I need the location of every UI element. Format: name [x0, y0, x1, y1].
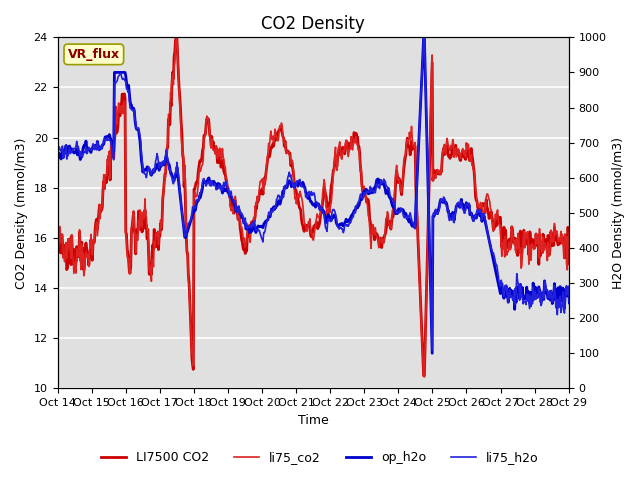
Legend: LI7500 CO2, li75_co2, op_h2o, li75_h2o: LI7500 CO2, li75_co2, op_h2o, li75_h2o — [96, 446, 544, 469]
op_h2o — [118, 70, 125, 75]
LI7500 CO2 — [387, 226, 395, 232]
op_h2o — [54, 156, 61, 161]
LI7500 CO2 — [172, 35, 180, 40]
Y-axis label: CO2 Density (mmol/m3): CO2 Density (mmol/m3) — [15, 137, 28, 288]
LI7500 CO2 — [118, 101, 125, 107]
Y-axis label: H2O Density (mmol/m3): H2O Density (mmol/m3) — [612, 137, 625, 289]
li75_h2o — [245, 223, 253, 229]
li75_h2o — [428, 348, 436, 353]
LI7500 CO2 — [266, 151, 274, 156]
Text: VR_flux: VR_flux — [68, 48, 120, 61]
LI7500 CO2 — [246, 223, 253, 229]
op_h2o — [218, 187, 225, 192]
Line: li75_co2: li75_co2 — [58, 39, 603, 377]
X-axis label: Time: Time — [298, 414, 328, 427]
LI7500 CO2 — [420, 373, 428, 379]
Line: li75_h2o: li75_h2o — [58, 38, 603, 350]
li75_h2o — [118, 73, 125, 79]
op_h2o — [420, 35, 428, 40]
li75_co2 — [172, 36, 180, 42]
li75_h2o — [218, 183, 225, 189]
op_h2o — [428, 350, 436, 356]
op_h2o — [387, 195, 394, 201]
li75_co2 — [246, 225, 253, 231]
li75_h2o — [266, 210, 273, 216]
li75_co2 — [420, 374, 428, 380]
op_h2o — [417, 96, 425, 101]
op_h2o — [266, 213, 273, 218]
li75_h2o — [420, 35, 428, 41]
li75_co2 — [418, 329, 426, 335]
op_h2o — [599, 282, 607, 288]
LI7500 CO2 — [219, 157, 227, 163]
Title: CO2 Density: CO2 Density — [261, 15, 365, 33]
li75_co2 — [387, 226, 395, 232]
li75_co2 — [599, 260, 607, 266]
Line: LI7500 CO2: LI7500 CO2 — [58, 37, 603, 376]
op_h2o — [245, 226, 253, 232]
LI7500 CO2 — [54, 242, 61, 248]
li75_co2 — [118, 110, 125, 116]
li75_h2o — [417, 94, 425, 100]
li75_co2 — [266, 136, 274, 142]
li75_h2o — [54, 151, 61, 157]
li75_co2 — [219, 146, 227, 152]
LI7500 CO2 — [418, 322, 426, 327]
li75_h2o — [599, 282, 607, 288]
li75_h2o — [387, 193, 394, 199]
LI7500 CO2 — [599, 256, 607, 262]
li75_co2 — [54, 243, 61, 249]
Line: op_h2o: op_h2o — [58, 37, 603, 353]
